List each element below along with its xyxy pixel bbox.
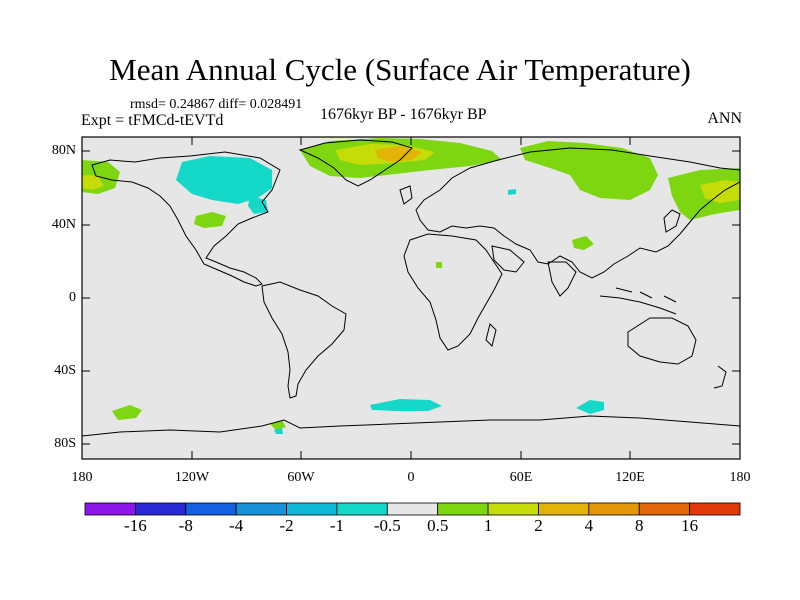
cool-patch-antarctic [274,428,283,434]
cool-patch-south-indian [576,400,604,414]
warm-patch-antarctic [270,420,286,430]
lon-label-180e: 180 [729,470,751,485]
colorbar-swatch [336,502,388,516]
colorbar-label: 8 [634,516,644,535]
colorbar-label: 2 [534,516,543,535]
lon-label-0: 0 [407,470,415,485]
rmsd-diff-stats: rmsd= 0.24867 diff= 0.028491 [130,97,303,112]
coast-north-america [91,151,281,287]
coast-arabia [491,245,525,273]
warm-patch-tibet [572,236,594,250]
colorbar-swatch [386,502,439,516]
colorbar-swatch [487,502,539,516]
colorbar-swatch [84,502,136,516]
coast-eurasia [415,147,741,279]
plot-title: Mean Annual Cycle (Surface Air Temperatu… [109,52,691,87]
coast-japan [663,209,681,233]
coast-new-zealand [713,365,727,389]
colorbar-label: 16 [681,516,699,535]
cool-patch-south-atlantic [370,399,442,411]
coast-indonesia [599,287,677,315]
colorbar-label: -4 [229,516,244,535]
warm-patch-south-pacific [112,405,142,420]
axis-ticks [81,137,741,459]
colorbar-swatch [134,502,187,516]
warm-patch-africa [436,262,442,268]
colorbar-label: -0.5 [373,516,401,535]
coast-india [547,261,577,297]
colorbar [84,502,741,516]
lon-label-120e: 120E [615,470,645,485]
cool-patch-canada [176,156,272,204]
colorbar-label: -16 [124,516,147,535]
experiment-label: Expt = tFMCd-tEVTd [81,112,224,129]
colorbar-swatch [538,502,590,516]
colorbar-swatch [286,502,338,516]
lon-label-60e: 60E [509,470,533,485]
colorbar-label: -1 [329,516,344,535]
coast-greenland [298,139,413,187]
lon-label-120w: 120W [174,470,210,485]
warm-patch-alaska-core [82,175,104,190]
warm-patch-ne-asia-core [700,180,740,203]
colorbar-swatch [689,502,741,516]
colorbar-swatch [588,502,640,516]
lon-label-60w: 60W [287,470,315,485]
season-label: ANN [707,110,742,127]
lat-label-0: 0 [69,290,76,305]
lat-label-40s: 40S [54,363,76,378]
colorbar-label: 4 [584,516,594,535]
coast-antarctica [81,415,741,437]
warm-patch-siberia [520,141,658,200]
coast-uk [399,185,413,205]
colorbar-label: -2 [279,516,294,535]
colorbar-swatch [185,502,237,516]
lat-label-40n: 40N [51,217,76,232]
colorbar-label: -8 [178,516,193,535]
warm-patch-us [194,212,226,228]
lon-label-180w: 180 [71,470,93,485]
colorbar-swatch [437,502,489,516]
lat-label-80n: 80N [51,143,76,158]
coastlines [81,139,741,437]
colorbar-swatch [638,502,691,516]
colorbar-swatch [235,502,287,516]
coast-south-america [261,281,347,399]
lat-label-80s: 80S [54,436,76,451]
cool-patch-atlantic [508,189,516,195]
coast-africa [403,233,503,351]
coast-madagascar [485,323,497,347]
colorbar-label: 1 [483,516,493,535]
coast-australia [627,317,697,365]
colorbar-label: 0.5 [427,516,449,535]
anomaly-field [82,138,740,434]
period-label: 1676kyr BP - 1676kyr BP [320,106,487,123]
